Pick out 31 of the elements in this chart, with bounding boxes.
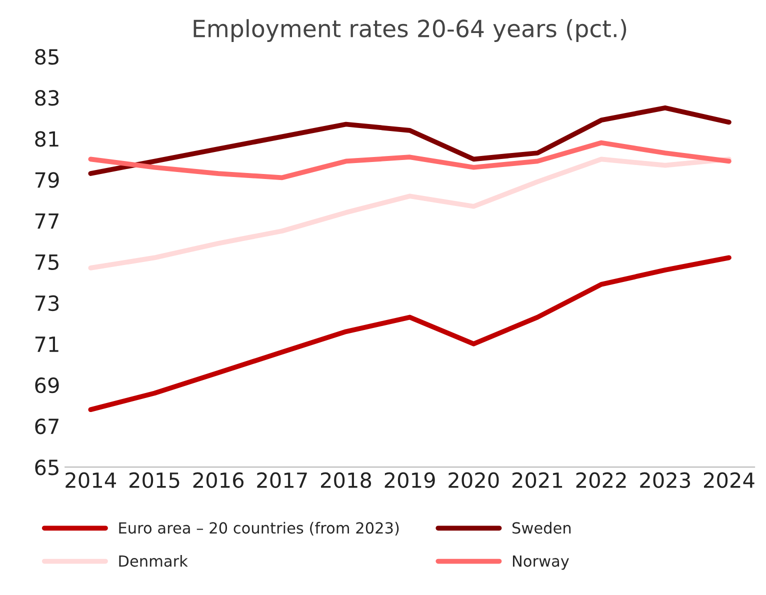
x-tick-label: 2015 bbox=[129, 472, 180, 488]
legend-label: Denmark bbox=[119, 555, 188, 567]
line-series bbox=[88, 156, 732, 270]
y-tick-label: 79 bbox=[35, 172, 59, 188]
y-tick-label: 75 bbox=[35, 254, 58, 270]
line-series bbox=[88, 105, 732, 176]
x-tick-label: 2024 bbox=[704, 472, 754, 488]
x-tick-label: 2021 bbox=[512, 472, 562, 488]
x-tick-label: 2020 bbox=[448, 472, 499, 488]
y-tick-label: 65 bbox=[35, 460, 58, 476]
legend-label: Euro area – 20 countries (from 2023) bbox=[119, 522, 399, 536]
x-tick-label: 2017 bbox=[257, 472, 307, 488]
x-tick-label: 2018 bbox=[320, 472, 372, 488]
y-tick-label: 71 bbox=[35, 336, 58, 352]
line-series bbox=[88, 140, 732, 180]
y-tick-label: 83 bbox=[35, 90, 59, 106]
y-tick-label: 81 bbox=[35, 131, 58, 147]
legend-label: Norway bbox=[512, 555, 569, 570]
x-tick-label: 2022 bbox=[576, 472, 626, 488]
y-tick-label: 73 bbox=[35, 295, 59, 312]
chart-title: Employment rates 20-64 years (pct.) bbox=[194, 19, 626, 42]
y-tick-label: 67 bbox=[35, 418, 58, 434]
x-tick-label: 2023 bbox=[640, 472, 690, 488]
y-tick-label: 85 bbox=[35, 48, 58, 65]
x-tick-label: 2019 bbox=[384, 472, 435, 488]
y-tick-label: 69 bbox=[35, 377, 59, 394]
x-tick-label: 2016 bbox=[193, 472, 244, 488]
legend-label: Sweden bbox=[512, 522, 571, 534]
y-tick-label: 77 bbox=[35, 213, 58, 229]
x-tick-label: 2014 bbox=[66, 472, 116, 488]
line-series bbox=[88, 255, 732, 412]
